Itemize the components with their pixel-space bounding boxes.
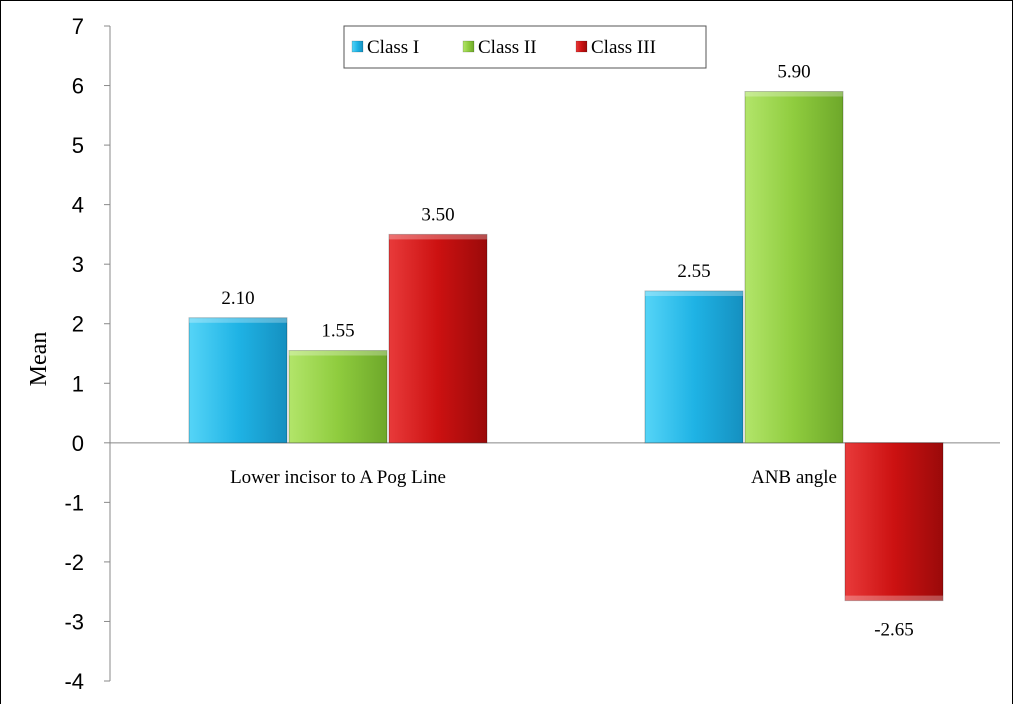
y-tick-label: 4: [72, 193, 84, 218]
data-label: 1.55: [321, 321, 354, 342]
y-tick-label: 0: [72, 431, 84, 456]
bar: [744, 91, 844, 444]
bar-highlight: [745, 91, 843, 97]
y-tick-label: -1: [64, 490, 84, 515]
y-tick-label: -4: [64, 669, 84, 694]
bar: [644, 290, 744, 444]
y-tick-label: 2: [72, 312, 84, 337]
data-labels: 2.10 1.55 3.50 2.55 5.90 -2.65: [221, 62, 913, 641]
legend-swatch: [351, 40, 364, 53]
legend: Class I Class II Class III: [343, 25, 707, 69]
y-tick-label: 3: [72, 252, 84, 277]
data-label: -2.65: [874, 620, 914, 641]
legend-swatch: [462, 40, 475, 53]
legend-box: [343, 25, 707, 69]
category-label: ANB angle: [751, 467, 837, 488]
legend-label: Class II: [478, 37, 537, 58]
bar-highlight: [289, 350, 387, 356]
y-axis-title: Mean: [26, 332, 52, 387]
legend-label: Class III: [591, 37, 656, 58]
data-label: 3.50: [421, 204, 454, 225]
bar-highlight: [189, 317, 287, 323]
data-label: 2.55: [677, 261, 710, 282]
bar: [188, 317, 288, 444]
legend-swatch: [575, 40, 588, 53]
bar: [288, 350, 388, 444]
bar-highlight: [645, 290, 743, 296]
category-label: Lower incisor to A Pog Line: [230, 467, 446, 488]
y-tick-label: 5: [72, 133, 84, 158]
y-tick-label: 6: [72, 74, 84, 99]
data-label: 2.10: [221, 288, 254, 309]
bar-highlight: [845, 595, 943, 601]
category-labels: Lower incisor to A Pog Line ANB angle: [230, 467, 837, 488]
y-tick-label: -2: [64, 550, 84, 575]
bar: [388, 233, 488, 444]
bar-highlight: [389, 234, 487, 240]
y-tick-label: 1: [72, 371, 84, 396]
legend-label: Class I: [367, 37, 419, 58]
bars: [188, 91, 944, 602]
data-label: 5.90: [777, 62, 810, 83]
bar: [844, 442, 944, 602]
y-tick-label: -3: [64, 609, 84, 634]
y-tick-label: 7: [72, 14, 84, 39]
